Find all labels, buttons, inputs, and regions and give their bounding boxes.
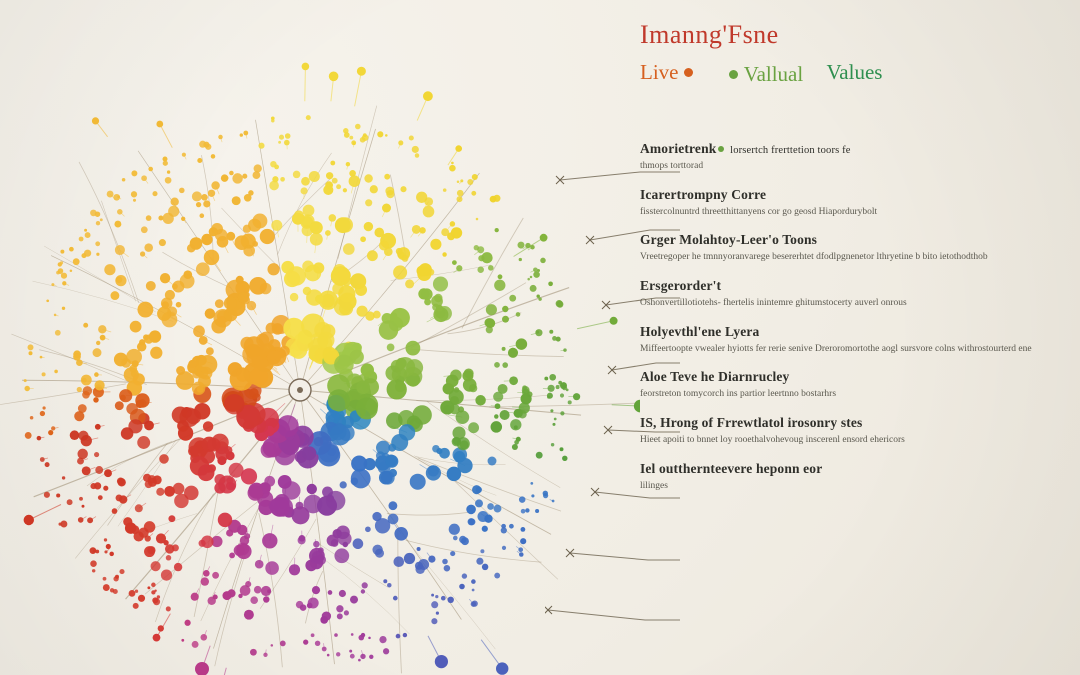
entry-2: Grger Molahtoy-Leer'o Toons Vreetregoper …: [640, 232, 1060, 264]
entries-list: Amorietrenk lorsertch frerttetion toors …: [640, 141, 1060, 493]
entry-desc-0: thmops torttorad: [640, 160, 1048, 173]
legend-label-0: Live: [640, 62, 678, 83]
title-word-2: 'Fsne: [722, 20, 778, 49]
title-word-1: Imanng: [640, 20, 722, 49]
entry-3: Ersgerorder't Oshonvertillotiotehs- fhert…: [640, 278, 1060, 310]
legend-dot-0: [684, 68, 693, 77]
legend-item-0: Live: [640, 62, 699, 83]
right-column: Imanng'Fsne Live Vallual Values Amorietr…: [640, 20, 1060, 507]
entry-heading-3: Ersgerorder't: [640, 278, 1048, 295]
legend-label-1: Vallual: [744, 64, 803, 85]
legend: Live Vallual Values: [640, 60, 1060, 85]
entry-4: Holyevthl'ene Lyera Miffeertoopte vwealer…: [640, 324, 1060, 356]
legend-item-1: Vallual: [723, 64, 803, 85]
entry-heading-dot-icon: [718, 146, 724, 152]
entry-0: Amorietrenk lorsertch frerttetion toors …: [640, 141, 1060, 173]
entry-heading-2: Grger Molahtoy-Leer'o Toons: [640, 232, 1048, 249]
page-root: Imanng'Fsne Live Vallual Values Amorietr…: [0, 0, 1080, 675]
entry-heading-4: Holyevthl'ene Lyera: [640, 324, 1048, 341]
entry-heading-7: Iel outthernteevere heponn eor: [640, 461, 1048, 478]
entry-desc-3: Oshonvertillotiotehs- fhertelis inintemr…: [640, 297, 1048, 310]
entry-desc-4: Miffeertoopte vwealer hyiotts fer rerie …: [640, 343, 1048, 356]
page-title: Imanng'Fsne: [640, 20, 1060, 50]
entry-heading-6: IS, Hrong of Frrewtlatol irosonry stes: [640, 415, 1048, 432]
entry-1: Icarertrompny Corre fisstercolnuntrd thre…: [640, 187, 1060, 219]
entry-heading-0: Amorietrenk lorsertch frerttetion toors …: [640, 141, 1048, 158]
legend-item-2: Values: [826, 62, 882, 83]
entry-heading-5: Aloe Teve he Diarnrucley: [640, 369, 1048, 386]
legend-dot-1: [729, 70, 738, 79]
entry-5: Aloe Teve he Diarnrucley feorstreton tomy…: [640, 369, 1060, 401]
legend-label-2: Values: [826, 62, 882, 83]
entry-7: Iel outthernteevere heponn eor lilinges: [640, 461, 1060, 493]
entry-desc-2: Vreetregoper he tmnnyoranvarege besererh…: [640, 251, 1048, 264]
entry-desc-5: feorstreton tomycorch ins partior leertn…: [640, 388, 1048, 401]
entry-heading-suffix-0: lorsertch frerttetion toors fe: [727, 145, 850, 156]
entry-heading-1: Icarertrompny Corre: [640, 187, 1048, 204]
entry-6: IS, Hrong of Frrewtlatol irosonry stes Hi…: [640, 415, 1060, 447]
entry-desc-6: Hieet apoiti to bnnet loy rooethalvohevo…: [640, 434, 1048, 447]
entry-desc-1: fisstercolnuntrd threetthittanyens cor g…: [640, 206, 1048, 219]
radial-burst-diagram: [0, 0, 640, 675]
entry-desc-7: lilinges: [640, 480, 1048, 493]
